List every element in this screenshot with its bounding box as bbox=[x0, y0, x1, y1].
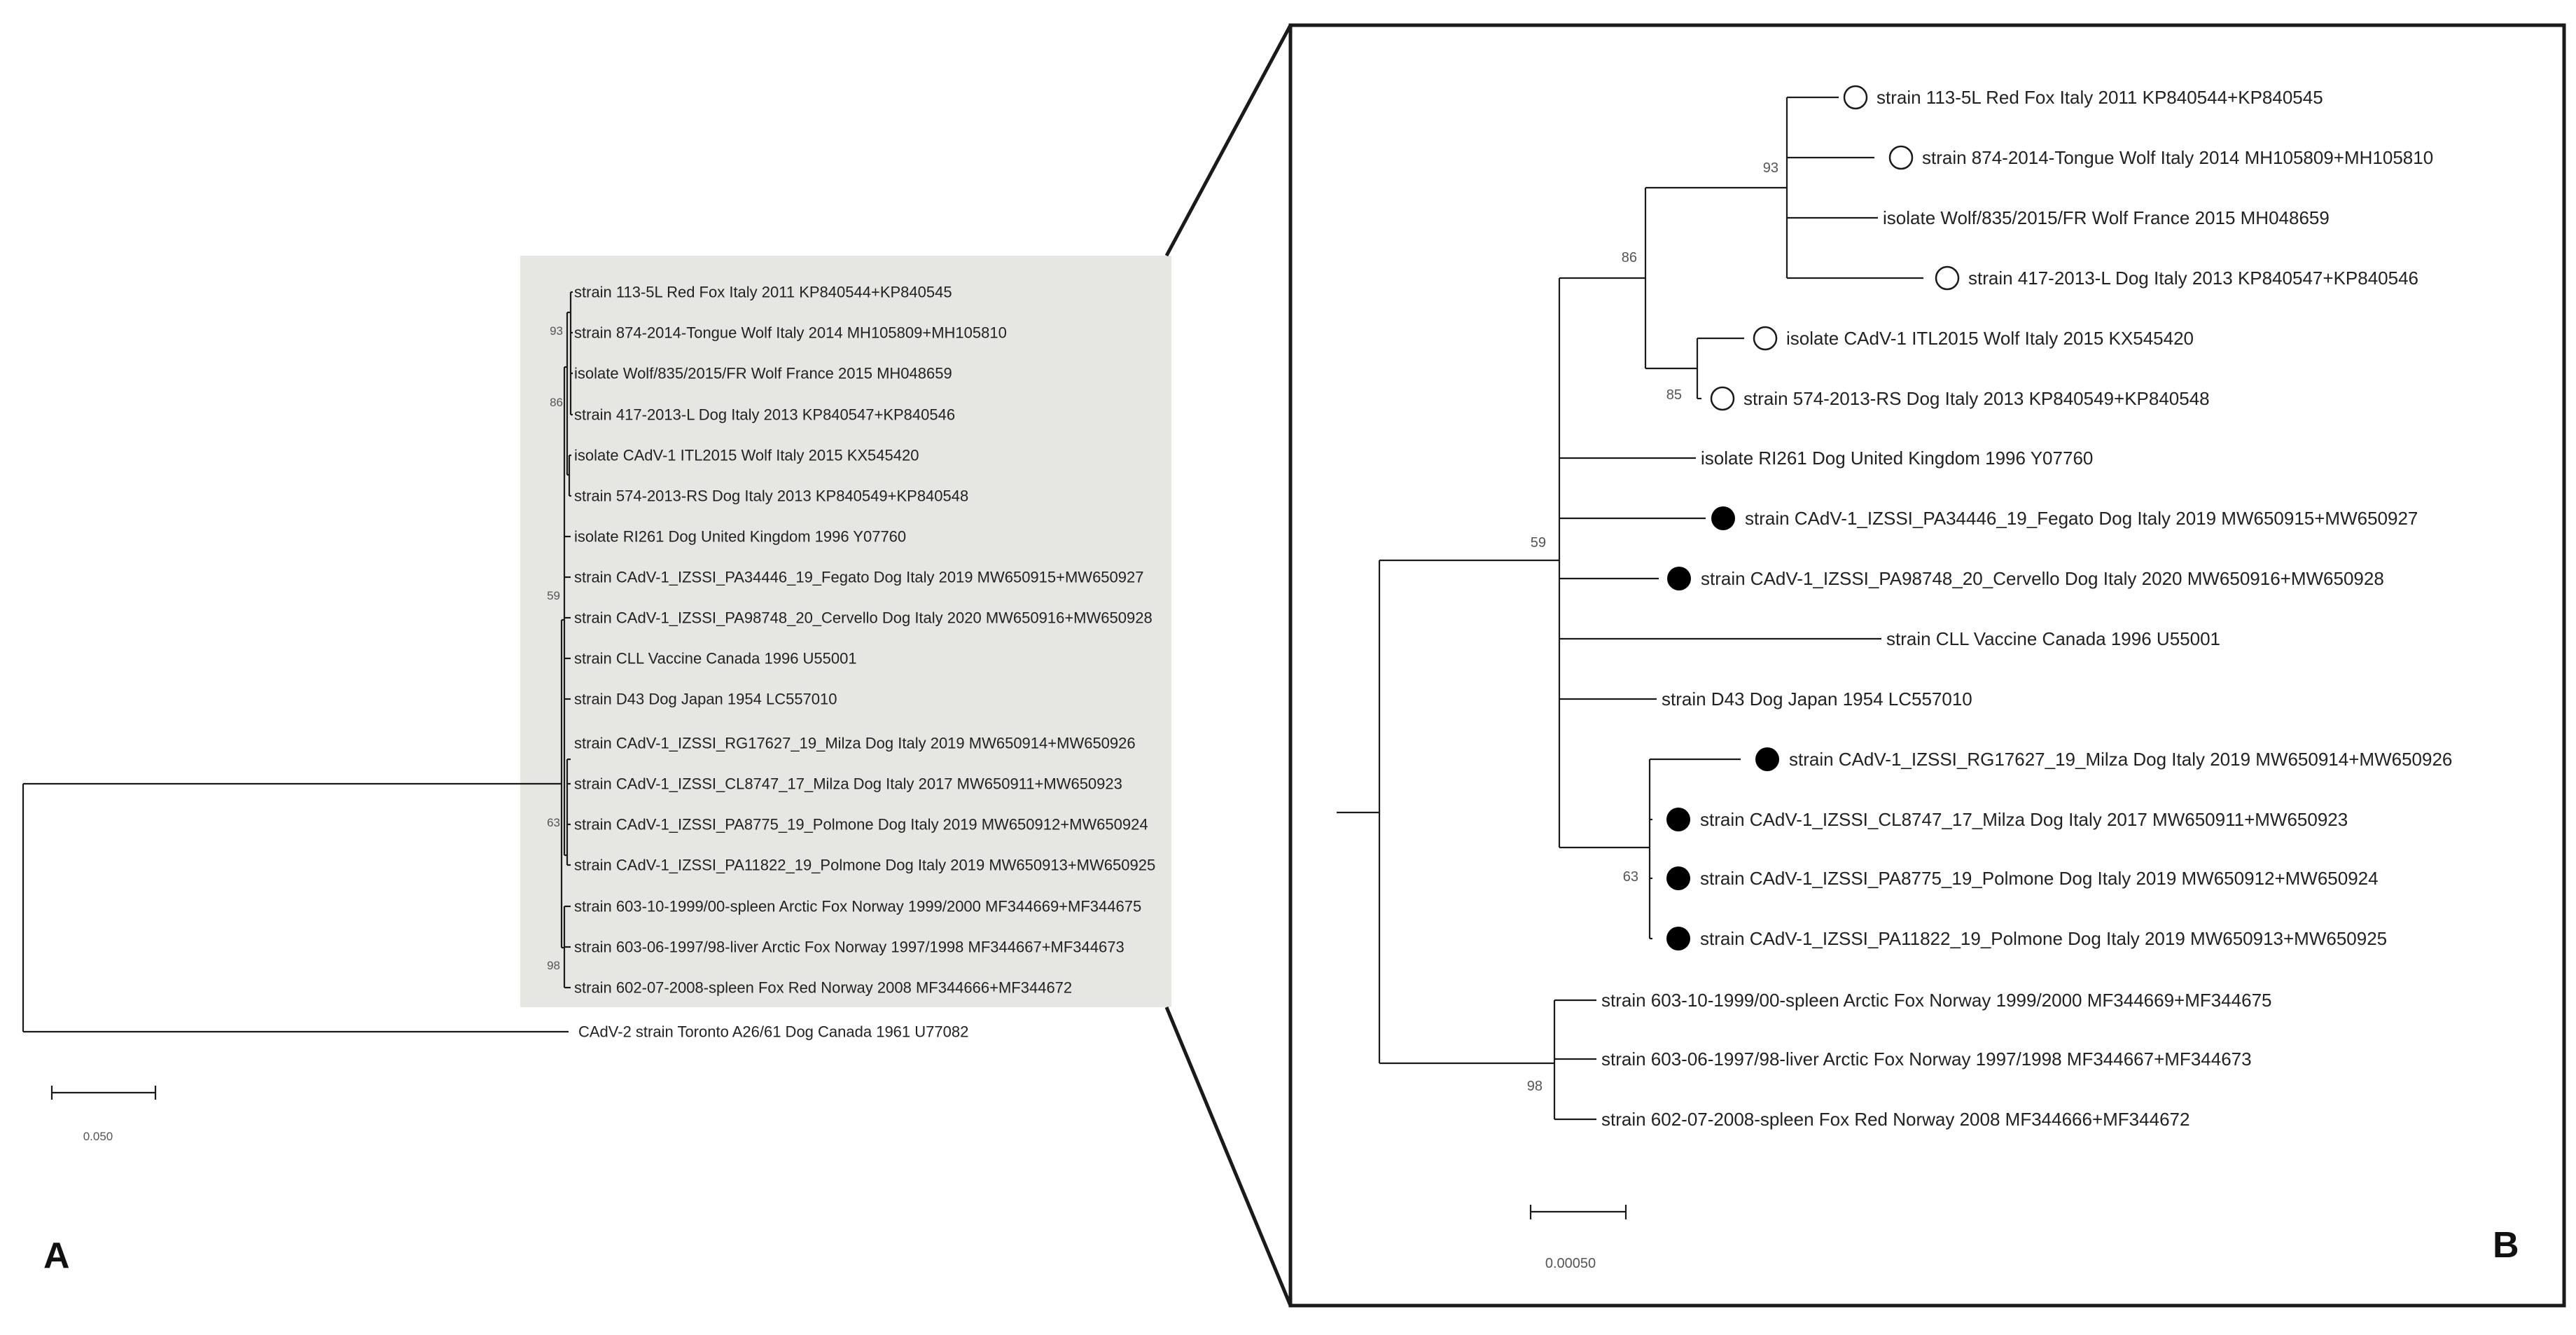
leaf-label-a: strain CAdV-1_IZSSI_RG17627_19_Milza Dog… bbox=[574, 735, 1136, 752]
panel-a: strain 113-5L Red Fox Italy 2011 KP84054… bbox=[22, 24, 1293, 1306]
leaf-label-b: strain D43 Dog Japan 1954 LC557010 bbox=[1662, 689, 1972, 710]
open-circle-marker bbox=[1888, 145, 1914, 170]
filled-circle-marker bbox=[1711, 506, 1735, 530]
leaf-label-b: strain CAdV-1_IZSSI_RG17627_19_Milza Dog… bbox=[1789, 749, 2452, 770]
leaf-label-a: strain 874-2014-Tongue Wolf Italy 2014 M… bbox=[574, 324, 1007, 342]
filled-circle-marker bbox=[1666, 866, 1690, 890]
bootstrap-value: 93 bbox=[550, 324, 563, 338]
leaf-label-a: strain 602-07-2008-spleen Fox Red Norway… bbox=[574, 979, 1072, 997]
panel-letter-b: B bbox=[2493, 1225, 2519, 1266]
leaf-label-b: strain CAdV-1_IZSSI_PA34446_19_Fegato Do… bbox=[1745, 508, 2418, 529]
panel-b: strain 113-5L Red Fox Italy 2011 KP84054… bbox=[1288, 23, 2566, 1308]
leaf-label-a: strain CLL Vaccine Canada 1996 U55001 bbox=[574, 650, 857, 668]
leaf-label-a: strain CAdV-1_IZSSI_PA34446_19_Fegato Do… bbox=[574, 569, 1143, 586]
scale-bar-a: 0.050 bbox=[50, 1086, 157, 1143]
tree-a-bootstrap: 93 86 59 63 98 bbox=[547, 324, 563, 972]
leaf-label-a: strain 574-2013-RS Dog Italy 2013 KP8405… bbox=[574, 487, 968, 505]
leaf-label-b: strain 874-2014-Tongue Wolf Italy 2014 M… bbox=[1922, 147, 2433, 168]
bootstrap-value: 93 bbox=[1763, 160, 1778, 176]
filled-circle-marker bbox=[1755, 747, 1779, 771]
tree-a-branches bbox=[22, 291, 573, 1033]
bootstrap-value: 59 bbox=[547, 589, 560, 602]
leaf-label-b: strain 417-2013-L Dog Italy 2013 KP84054… bbox=[1968, 268, 2418, 289]
open-circle-marker bbox=[1753, 326, 1778, 351]
filled-circle-marker bbox=[1667, 567, 1691, 590]
scale-label-b: 0.00050 bbox=[1545, 1256, 1596, 1271]
tree-b-markers bbox=[1666, 85, 1960, 950]
leaf-label-a: strain 113-5L Red Fox Italy 2011 KP84054… bbox=[574, 284, 952, 301]
leaf-label-a: strain CAdV-1_IZSSI_PA98748_20_Cervello … bbox=[574, 609, 1153, 627]
bootstrap-value: 85 bbox=[1666, 387, 1682, 403]
leaf-label-a: isolate Wolf/835/2015/FR Wolf France 201… bbox=[574, 365, 952, 382]
tree-b-branches bbox=[1337, 96, 1923, 1121]
leaf-label-b: strain CAdV-1_IZSSI_PA98748_20_Cervello … bbox=[1701, 568, 2384, 589]
tree-b-bootstrap: 93 86 85 59 63 98 bbox=[1527, 160, 1778, 1094]
leaf-label-a: strain CAdV-1_IZSSI_CL8747_17_Milza Dog … bbox=[574, 775, 1122, 793]
leaf-label-b: strain 113-5L Red Fox Italy 2011 KP84054… bbox=[1877, 87, 2323, 108]
bootstrap-value: 98 bbox=[547, 959, 560, 972]
scale-bar-b: 0.00050 bbox=[1529, 1205, 1627, 1271]
panel-letter-a: A bbox=[43, 1236, 70, 1276]
open-circle-marker bbox=[1710, 386, 1735, 411]
scale-label-a: 0.050 bbox=[83, 1130, 113, 1143]
leaf-label-b: strain 603-06-1997/98-liver Arctic Fox N… bbox=[1601, 1049, 2252, 1070]
leaf-label-b: strain CAdV-1_IZSSI_PA8775_19_Polmone Do… bbox=[1700, 868, 2379, 889]
open-circle-marker bbox=[1935, 265, 1960, 291]
leaf-label-b: strain CAdV-1_IZSSI_CL8747_17_Milza Dog … bbox=[1700, 809, 2348, 830]
bootstrap-value: 98 bbox=[1527, 1079, 1543, 1094]
outgroup-label: CAdV-2 strain Toronto A26/61 Dog Canada … bbox=[578, 1023, 968, 1041]
leaf-label-b: isolate CAdV-1 ITL2015 Wolf Italy 2015 K… bbox=[1786, 328, 2194, 349]
leaf-label-a: strain D43 Dog Japan 1954 LC557010 bbox=[574, 691, 837, 708]
leaf-label-a: isolate CAdV-1 ITL2015 Wolf Italy 2015 K… bbox=[574, 447, 919, 464]
zoom-line-bottom bbox=[1164, 1007, 1293, 1306]
filled-circle-marker bbox=[1666, 808, 1690, 831]
leaf-label-a: strain 603-10-1999/00-spleen Arctic Fox … bbox=[574, 898, 1141, 915]
leaf-label-a: strain CAdV-1_IZSSI_PA8775_19_Polmone Do… bbox=[574, 816, 1148, 833]
leaf-label-a: strain CAdV-1_IZSSI_PA11822_19_Polmone D… bbox=[574, 857, 1155, 874]
zoom-line-top bbox=[1164, 24, 1293, 257]
leaf-label-b: strain 602-07-2008-spleen Fox Red Norway… bbox=[1601, 1109, 2189, 1130]
tree-b-labels: strain 113-5L Red Fox Italy 2011 KP84054… bbox=[1601, 87, 2452, 1130]
leaf-label-a: strain 603-06-1997/98-liver Arctic Fox N… bbox=[574, 939, 1125, 956]
filled-circle-marker bbox=[1666, 927, 1690, 950]
bootstrap-value: 86 bbox=[1622, 250, 1637, 265]
tree-a-labels: strain 113-5L Red Fox Italy 2011 KP84054… bbox=[574, 284, 1155, 1041]
highlight-region bbox=[520, 256, 1171, 1007]
leaf-label-b: strain CAdV-1_IZSSI_PA11822_19_Polmone D… bbox=[1700, 928, 2387, 949]
leaf-label-b: strain 574-2013-RS Dog Italy 2013 KP8405… bbox=[1743, 388, 2210, 409]
bootstrap-value: 59 bbox=[1531, 535, 1546, 551]
leaf-label-a: strain 417-2013-L Dog Italy 2013 KP84054… bbox=[574, 406, 955, 424]
leaf-label-b: isolate RI261 Dog United Kingdom 1996 Y0… bbox=[1701, 448, 2093, 469]
bootstrap-value: 63 bbox=[1623, 869, 1638, 885]
leaf-label-a: isolate RI261 Dog United Kingdom 1996 Y0… bbox=[574, 528, 906, 546]
bootstrap-value: 63 bbox=[547, 816, 560, 829]
leaf-label-b: strain CLL Vaccine Canada 1996 U55001 bbox=[1886, 628, 2220, 649]
zoom-panel-border bbox=[1288, 23, 2566, 1308]
leaf-label-b: strain 603-10-1999/00-spleen Arctic Fox … bbox=[1601, 990, 2272, 1011]
open-circle-marker bbox=[1843, 85, 1868, 110]
bootstrap-value: 86 bbox=[550, 396, 563, 409]
leaf-label-b: isolate Wolf/835/2015/FR Wolf France 201… bbox=[1883, 207, 2330, 228]
